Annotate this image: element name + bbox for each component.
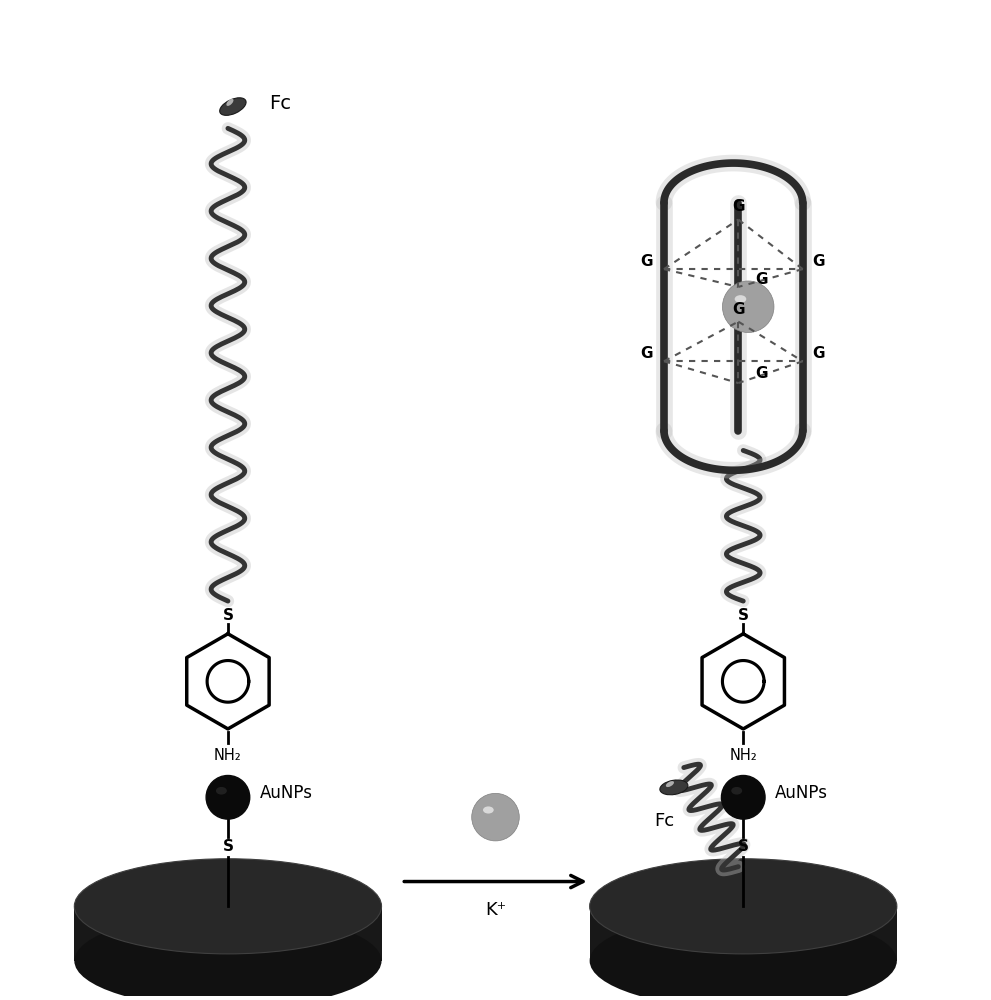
- Ellipse shape: [666, 781, 674, 787]
- Text: G: G: [640, 254, 652, 269]
- Circle shape: [721, 775, 765, 819]
- Ellipse shape: [483, 806, 494, 814]
- Circle shape: [722, 281, 774, 333]
- Ellipse shape: [226, 99, 234, 106]
- Text: NH₂: NH₂: [729, 748, 757, 763]
- Ellipse shape: [216, 787, 227, 795]
- Circle shape: [472, 793, 519, 841]
- Ellipse shape: [590, 913, 897, 1000]
- Text: Fc: Fc: [654, 812, 674, 830]
- Text: NH₂: NH₂: [214, 748, 242, 763]
- Text: AuNPs: AuNPs: [775, 784, 827, 802]
- Text: G: G: [755, 366, 767, 381]
- Text: G: G: [755, 272, 767, 287]
- Text: Fc: Fc: [270, 94, 291, 113]
- Text: K⁺: K⁺: [485, 901, 506, 919]
- Ellipse shape: [74, 859, 382, 954]
- Ellipse shape: [220, 98, 246, 115]
- Text: S: S: [222, 839, 234, 854]
- Ellipse shape: [731, 787, 742, 795]
- Circle shape: [206, 775, 250, 819]
- Ellipse shape: [590, 859, 897, 954]
- Ellipse shape: [660, 780, 688, 795]
- Text: AuNPs: AuNPs: [260, 784, 312, 802]
- Text: G: G: [732, 302, 744, 317]
- Polygon shape: [590, 906, 897, 961]
- Text: S: S: [737, 608, 749, 623]
- Polygon shape: [74, 906, 382, 961]
- Ellipse shape: [74, 913, 382, 1000]
- Text: S: S: [222, 608, 234, 623]
- Text: S: S: [737, 839, 749, 854]
- Text: G: G: [732, 199, 744, 214]
- Ellipse shape: [734, 295, 746, 303]
- Text: G: G: [813, 254, 825, 269]
- Text: G: G: [813, 346, 825, 361]
- Text: G: G: [640, 346, 652, 361]
